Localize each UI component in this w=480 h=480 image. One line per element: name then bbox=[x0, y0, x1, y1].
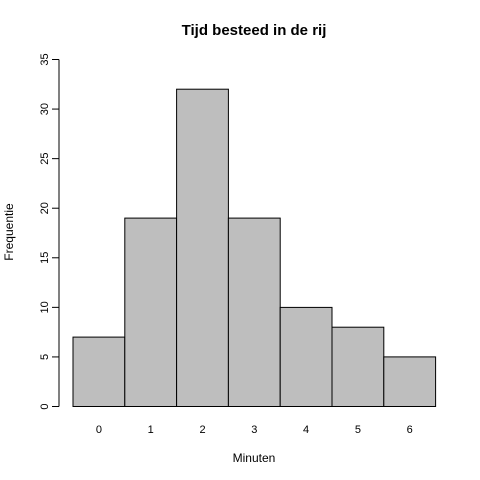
bar-6 bbox=[383, 356, 437, 407]
y-axis: 0 5 10 15 20 25 30 35 bbox=[39, 53, 60, 410]
y-tick-label: 20 bbox=[39, 202, 51, 214]
y-tick-label: 15 bbox=[39, 252, 51, 264]
bar-4 bbox=[279, 306, 333, 407]
x-tick-label: 4 bbox=[303, 424, 309, 436]
y-tick-label: 10 bbox=[39, 301, 51, 313]
bar-3 bbox=[227, 217, 281, 407]
x-tick-labels: 0 1 2 3 4 5 6 bbox=[96, 424, 413, 436]
y-axis-label: Frequentie bbox=[2, 203, 16, 261]
bars-group bbox=[72, 88, 437, 408]
chart-title: Tijd besteed in de rij bbox=[182, 22, 327, 39]
y-tick-label: 5 bbox=[39, 354, 51, 360]
x-tick-label: 2 bbox=[199, 424, 205, 436]
bar-1 bbox=[124, 217, 178, 407]
y-tick-label: 0 bbox=[39, 403, 51, 409]
x-tick-label: 3 bbox=[251, 424, 257, 436]
y-tick-label: 35 bbox=[39, 53, 51, 65]
x-tick-label: 5 bbox=[355, 424, 361, 436]
x-tick-label: 0 bbox=[96, 424, 102, 436]
y-tick-label: 25 bbox=[39, 153, 51, 165]
bar-0 bbox=[72, 336, 126, 408]
y-tick-label: 30 bbox=[39, 103, 51, 115]
x-tick-label: 6 bbox=[407, 424, 413, 436]
x-axis-label: Minuten bbox=[233, 451, 276, 465]
bar-5 bbox=[331, 326, 385, 408]
bar-2 bbox=[176, 88, 229, 407]
x-tick-label: 1 bbox=[148, 424, 154, 436]
